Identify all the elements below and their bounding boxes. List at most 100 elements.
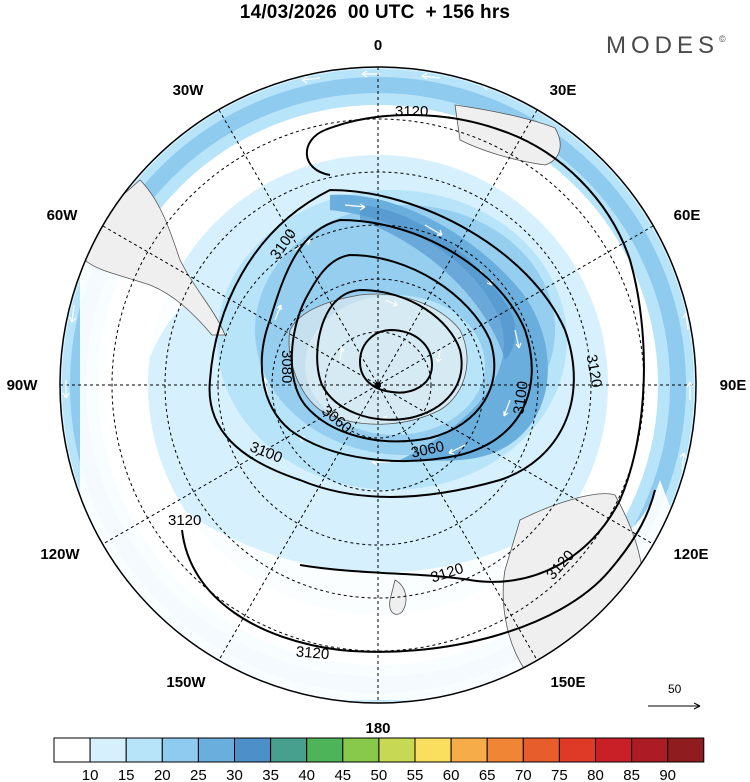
map-title: 14/03/2026 00 UTC + 156 hrs xyxy=(239,2,511,23)
legend-swatch xyxy=(414,737,452,763)
antarctica-land xyxy=(288,293,468,425)
legend-swatch xyxy=(378,737,416,763)
legend-swatch xyxy=(234,737,272,763)
wind-vector xyxy=(448,444,466,455)
jet-core xyxy=(360,205,516,360)
lon-label-150e: 150E xyxy=(550,674,585,691)
australia-land xyxy=(502,493,645,674)
contour-3020 xyxy=(358,328,434,394)
latitude-circle xyxy=(324,331,432,439)
contour-label: 3100 xyxy=(510,380,531,415)
wind-vector xyxy=(164,639,180,651)
contour-label: 3120 xyxy=(168,512,201,529)
wind-vector xyxy=(509,674,527,683)
lon-label-180: 180 xyxy=(365,720,390,737)
meridian-60e-120w xyxy=(102,225,654,545)
wind-vector xyxy=(435,349,442,363)
wind-vector xyxy=(543,103,561,113)
wind-vector xyxy=(344,203,366,211)
lon-label-90e: 90E xyxy=(720,377,747,394)
wind-vector xyxy=(503,399,511,417)
lon-label-120e: 120E xyxy=(673,546,708,563)
wind-vector xyxy=(619,586,631,601)
contour-label: 3120 xyxy=(295,643,330,663)
legend-swatch xyxy=(53,737,91,763)
legend-swatch xyxy=(89,737,127,763)
wind-vector xyxy=(569,639,585,651)
lon-label-150w: 150W xyxy=(166,674,206,691)
wind-vector xyxy=(62,380,70,399)
reference-vector: 50 xyxy=(648,682,701,710)
contour-3040 xyxy=(316,288,463,421)
contour-3080 xyxy=(260,218,533,462)
wind-vector xyxy=(421,72,441,80)
legend-tick-label: 40 xyxy=(298,767,315,782)
legend-swatch xyxy=(558,737,597,763)
legend-tick-label: 10 xyxy=(82,767,99,782)
wind-vector xyxy=(129,164,141,179)
meridian-60w-120e xyxy=(102,225,654,545)
wind-vector xyxy=(639,185,651,201)
meridian-30w-150e xyxy=(218,109,538,661)
color-legend: 10 15 20 25 30 35 40 45 50 55 60 65 70 75 80 85 90 xyxy=(53,737,705,782)
lon-label-30e: 30E xyxy=(550,82,577,99)
legend-tick-label: 45 xyxy=(334,767,351,782)
legend-tick-label: 60 xyxy=(443,767,460,782)
legend-swatch xyxy=(631,737,669,763)
wind-vector xyxy=(686,381,694,400)
contour-3120-loop xyxy=(305,129,331,176)
legend-swatch xyxy=(595,737,633,763)
legend-swatch xyxy=(667,737,705,763)
wind-vector xyxy=(424,224,443,236)
legend-tick-label: 50 xyxy=(371,767,388,782)
wind-vectors xyxy=(62,70,694,700)
legend-tick-label: 75 xyxy=(551,767,568,782)
contours xyxy=(181,114,656,653)
legend-swatch xyxy=(125,737,163,763)
contour-label: 3120 xyxy=(395,103,428,120)
latitude-circle xyxy=(217,224,539,546)
wind-vector xyxy=(69,304,77,323)
legend-tick-label: 90 xyxy=(659,767,676,782)
legend-tick-label: 30 xyxy=(226,767,243,782)
wind-vector xyxy=(229,675,247,684)
legend-tick-label: 35 xyxy=(262,767,279,782)
legend-swatch xyxy=(161,737,199,763)
wind-vector xyxy=(596,139,611,151)
contour-3120-north xyxy=(299,114,645,583)
lon-label-120w: 120W xyxy=(40,546,80,563)
legend-tick-label: 70 xyxy=(515,767,532,782)
legend-tick-label: 20 xyxy=(154,767,171,782)
wind-vector xyxy=(81,524,91,542)
copyright-mark: © xyxy=(719,34,726,44)
legend-tick-label: 65 xyxy=(479,767,496,782)
contour-label: 3060 xyxy=(410,438,446,462)
lon-label-60e: 60E xyxy=(674,207,701,224)
legend-swatch xyxy=(342,737,380,763)
longitude-labels: 0 30E 60E 90E 120E 150E 180 150W 120W 90… xyxy=(7,37,747,737)
meridian-30e-150w xyxy=(218,109,538,661)
wind-vector xyxy=(514,329,522,349)
southern-africa-land xyxy=(454,104,561,166)
contour-3060 xyxy=(290,253,496,443)
reference-vector-label: 50 xyxy=(668,682,682,696)
legend-swatch xyxy=(197,737,235,763)
legend-tick-label: 55 xyxy=(407,767,424,782)
lon-label-30w: 30W xyxy=(173,82,205,99)
legend-tick-label: 25 xyxy=(190,767,207,782)
brand-text: MODES xyxy=(606,32,720,59)
wind-vector xyxy=(338,347,345,361)
contour-3120-south xyxy=(181,489,656,653)
reference-vector-head xyxy=(693,702,701,710)
wind-vector xyxy=(301,76,321,84)
lon-label-0: 0 xyxy=(374,37,382,54)
wind-vector xyxy=(667,243,677,261)
map-border xyxy=(59,66,697,704)
contour-3100 xyxy=(208,188,575,498)
legend-tick-label: 85 xyxy=(623,767,640,782)
wind-vector xyxy=(679,452,687,471)
wind-vector xyxy=(185,114,201,126)
wind-vector xyxy=(114,589,126,604)
legend-swatch xyxy=(270,737,308,763)
